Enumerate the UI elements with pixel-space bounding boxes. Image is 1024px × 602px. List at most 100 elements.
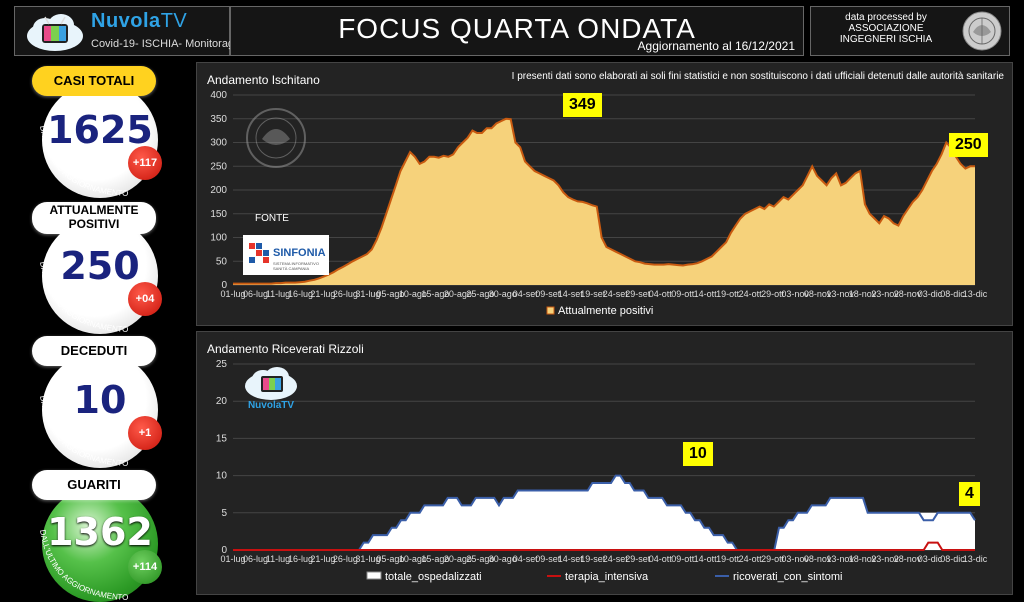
stat-delta: +114 <box>128 550 162 584</box>
sinfonia-mark <box>249 257 255 263</box>
svg-text:DALL'ULTIMO AGGIORNAMENTO: DALL'ULTIMO AGGIORNAMENTO <box>38 261 129 334</box>
callout-latest: 250 <box>949 133 988 157</box>
stat-label: DECEDUTI <box>32 336 156 366</box>
x-tick-label: 01-lug <box>220 289 245 299</box>
x-tick-label: 21-lug <box>310 289 335 299</box>
x-tick-label: 24-set <box>603 289 629 299</box>
svg-text:DALL'ULTIMO AGGIORNAMENTO: DALL'ULTIMO AGGIORNAMENTO <box>38 395 129 468</box>
x-tick-label: 31-lug <box>355 289 380 299</box>
y-tick-label: 350 <box>210 114 227 125</box>
stat-delta: +1 <box>128 416 162 450</box>
aie-header: data processed by ASSOCIAZIONE INGEGNERI… <box>810 6 1010 56</box>
callout-peak: 10 <box>683 442 713 466</box>
legend-label: terapia_intensiva <box>565 571 649 583</box>
sinfonia-logo: SINFONIA SISTEMA INFORMATIVO SANITÀ CAMP… <box>243 235 329 275</box>
x-tick-label: 21-lug <box>310 554 335 564</box>
aie-line1: data processed by <box>845 12 927 23</box>
chart-title: Andamento Ischitano <box>207 73 320 87</box>
area-chart-ischitano: 0 50 100 150 200 250 300 350 400 01-lug06-lug11-l… <box>210 90 988 317</box>
stat-deceduti: DECEDUTI 10 +1 DALL'ULTIMO AGGIORNAMENTO <box>20 336 178 468</box>
stat-arc-text: DALL'ULTIMO AGGIORNAMENTO <box>38 395 129 468</box>
x-tick-label: 30-ago <box>489 554 517 564</box>
stat-label: GUARITI <box>32 470 156 500</box>
x-tick-label: 25-ago <box>466 289 494 299</box>
x-tick-label: 09-set <box>535 289 561 299</box>
x-tick-label: 01-lug <box>220 554 245 564</box>
stat-value: 250 <box>60 244 140 288</box>
x-tick-label: 03-nov <box>781 554 809 564</box>
aie-seal-icon <box>962 11 1002 51</box>
x-tick-label: 11-lug <box>266 554 290 564</box>
x-tick-label: 14-ott <box>694 289 718 299</box>
x-tick-label: 05-ago <box>376 289 404 299</box>
x-tick-label: 03-dic <box>918 554 943 564</box>
stat-label-line2: POSITIVI <box>68 217 120 231</box>
x-tick-label: 09-set <box>535 554 561 564</box>
series-area-attualmente-positivi <box>233 118 975 285</box>
stat-delta: +117 <box>128 146 162 180</box>
sinfonia-mark <box>263 250 269 256</box>
svg-text:NuvolaTV: NuvolaTV <box>248 400 294 410</box>
svg-text:DALL'ULTIMO AGGIORNAMENTO: DALL'ULTIMO AGGIORNAMENTO <box>38 125 129 198</box>
stat-attualmente-positivi: ATTUALMENTE POSITIVI 250 +04 DALL'ULTIMO… <box>20 202 178 334</box>
x-tick-label: 15-ago <box>421 554 449 564</box>
x-tick-label: 19-set <box>580 554 606 564</box>
stat-delta: +04 <box>128 282 162 316</box>
x-tick-label: 29-set <box>625 289 651 299</box>
x-tick-label: 28-nov <box>894 289 922 299</box>
y-tick-label: 200 <box>210 185 227 196</box>
x-tick-label: 25-ago <box>466 554 494 564</box>
y-tick-label: 10 <box>216 471 228 482</box>
x-tick-label: 13-dic <box>963 289 988 299</box>
x-tick-label: 08-dic <box>940 554 965 564</box>
stat-casi-totali: CASI TOTALI 1625 +117 DALL'ULTIMO AGGIOR… <box>20 66 178 198</box>
x-tick-label: 06-lug <box>243 554 268 564</box>
legend-label: totale_ospedalizzati <box>385 571 482 583</box>
x-tick-label: 09-ott <box>671 289 695 299</box>
x-tick-label: 09-ott <box>671 554 695 564</box>
x-tick-label: 29-ott <box>761 289 785 299</box>
chart-title: Andamento Riceverati Rizzoli <box>207 342 364 356</box>
x-tick-label: 26-lug <box>333 289 358 299</box>
series-line-terapia-intensiva <box>233 541 975 551</box>
aie-line3: INGEGNERI ISCHIA <box>839 34 933 45</box>
x-tick-label: 08-nov <box>804 289 832 299</box>
x-tick-label: 08-nov <box>804 554 832 564</box>
brand-name: NuvolaTV <box>91 10 187 33</box>
series-line-attualmente-positivi <box>233 117 975 285</box>
nuvola-tv-logo-icon: NuvolaTV <box>245 367 297 410</box>
chart-panel-ischitano: Andamento Ischitano I presenti dati sono… <box>196 62 1013 326</box>
x-tick-label: 04-set <box>513 289 539 299</box>
x-tick-label: 24-ott <box>739 554 763 564</box>
sinfonia-mark <box>256 243 262 249</box>
stat-label: ATTUALMENTE POSITIVI <box>32 202 156 234</box>
brand-name-part2: TV <box>160 10 188 32</box>
disclaimer: I presenti dati sono elaborati ai soli f… <box>511 71 1004 82</box>
stat-value: 10 <box>73 378 127 422</box>
x-tick-label: 29-ott <box>761 554 785 564</box>
x-tick-label: 24-ott <box>739 289 763 299</box>
y-tick-label: 250 <box>210 161 227 172</box>
aie-line2: ASSOCIAZIONE <box>848 23 924 34</box>
x-tick-label: 13-nov <box>826 554 854 564</box>
x-tick-label: 16-lug <box>288 554 313 564</box>
legend-label: Attualmente positivi <box>558 305 653 317</box>
x-tick-label: 10-ago <box>399 554 427 564</box>
x-tick-label: 26-lug <box>333 554 358 564</box>
x-tick-label: 05-ago <box>376 554 404 564</box>
legend-swatch <box>366 571 382 580</box>
stat-arc-text: DALL'ULTIMO AGGIORNAMENTO <box>38 261 129 334</box>
stat-value: 1625 <box>47 108 153 152</box>
stat-value: 1362 <box>47 510 153 554</box>
x-tick-label: 15-ago <box>421 289 449 299</box>
stat-arc-text: DALL'ULTIMO AGGIORNAMENTO <box>38 529 129 602</box>
stat-label-line1: ATTUALMENTE <box>49 203 139 217</box>
sinfonia-sub: SISTEMA INFORMATIVO SANITÀ CAMPANIA <box>273 261 319 271</box>
x-tick-label: 29-set <box>625 554 651 564</box>
x-tick-label: 08-dic <box>940 289 965 299</box>
x-tick-label: 14-set <box>558 554 584 564</box>
y-tick-label: 300 <box>210 138 227 149</box>
x-tick-label: 19-ott <box>716 554 740 564</box>
aie-watermark-icon <box>246 108 306 168</box>
callout-peak: 349 <box>563 93 602 117</box>
